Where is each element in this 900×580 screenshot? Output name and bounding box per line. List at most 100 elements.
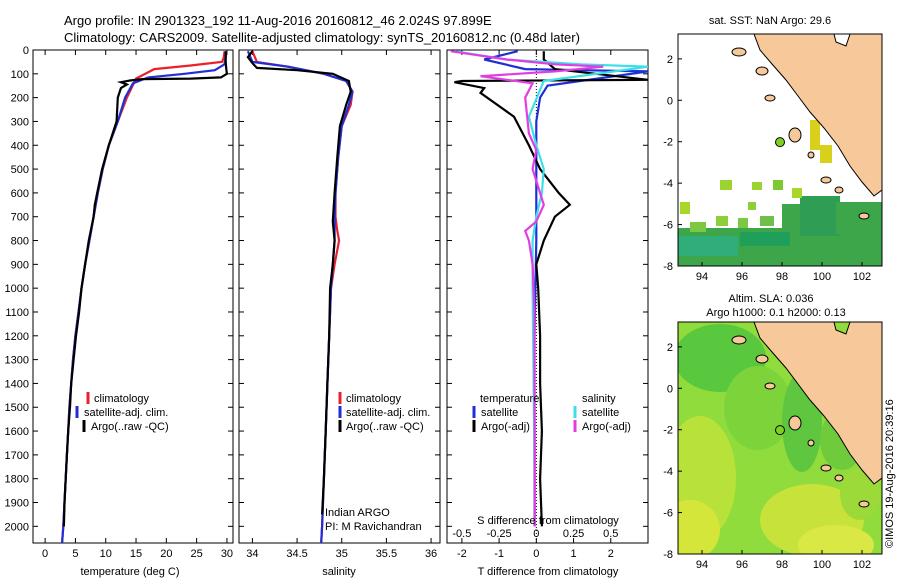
depth-tick-label: 0 <box>23 45 29 57</box>
map-longitude-label: 100 <box>813 271 831 283</box>
salinity-diff-tick-label: 0 <box>533 528 539 540</box>
imos-credit: ©IMOS 19-Aug-2016 20:39:16 <box>884 399 896 548</box>
sst-pixels <box>678 60 882 266</box>
sst-map-title: sat. SST: NaN Argo: 29.6 <box>709 15 831 27</box>
salinity-difference-axis-label: S difference from climatology <box>477 515 619 527</box>
sst-map-panel: sat. SST: NaN Argo: 29.6 <box>663 15 883 283</box>
salinity-axis-label: salinity <box>322 566 356 578</box>
series-line-argo-raw-qc <box>62 51 229 527</box>
x-tick-label: 2 <box>608 548 614 560</box>
x-tick-label: -1 <box>494 548 504 560</box>
temperature-series <box>61 51 229 543</box>
temperature-panel: 0100200300400500600700800900100011001200… <box>5 45 234 578</box>
island-group <box>731 335 870 508</box>
salinity-series <box>246 50 354 543</box>
sumatra-land <box>753 322 882 485</box>
series-line-argo-adj-salinity <box>450 50 604 527</box>
depth-tick-label: 100 <box>11 69 29 81</box>
x-tick-label: 0 <box>42 548 48 560</box>
difference-panel: -2 -1 0 1 2 S difference from climatology -0… <box>446 49 649 578</box>
series-line-satellite-salinity <box>454 50 648 527</box>
x-tick-label: 35.5 <box>376 548 397 560</box>
map-latitude-label: 0 <box>667 383 673 395</box>
depth-tick-label: 600 <box>11 188 29 200</box>
map-longitude-label: 94 <box>696 559 708 571</box>
x-tick-label: 10 <box>100 548 112 560</box>
series-line-climatology <box>251 50 354 543</box>
series-line-satellite-temperature <box>483 50 648 527</box>
salinity-difference-ticks: -0.5 -0.25 0 0.25 0.5 <box>452 528 618 540</box>
salinity-diff-tick-label: 0.5 <box>603 528 618 540</box>
x-tick-label: 25 <box>191 548 203 560</box>
legend-label-argo: Argo(..raw -QC) <box>91 421 169 433</box>
sst-map-ticks: 94 96 98 100 102 2 0 -2 -4 -6 -8 <box>663 54 871 283</box>
series-line-satellite-adj-clim <box>61 51 228 543</box>
legend-label-climatology: climatology <box>94 393 150 405</box>
argo-float-marker <box>775 137 785 148</box>
legend-label-temp-satellite: satellite <box>481 407 518 419</box>
depth-tick-label: 400 <box>11 140 29 152</box>
annotation-pi: PI: M Ravichandran <box>325 521 422 533</box>
salinity-axis-ticks: 34 34.5 35 35.5 36 <box>246 50 437 560</box>
map-latitude-label: -8 <box>663 549 673 561</box>
depth-tick-label: 1900 <box>5 498 29 510</box>
depth-tick-label: 1600 <box>5 426 29 438</box>
map-longitude-label: 94 <box>696 271 708 283</box>
depth-tick-label: 1400 <box>5 378 29 390</box>
sst-map-frame <box>677 33 883 267</box>
map-latitude-label: -4 <box>663 466 673 478</box>
depth-tick-label: 1200 <box>5 331 29 343</box>
map-longitude-label: 100 <box>813 559 831 571</box>
depth-tick-label: 900 <box>11 259 29 271</box>
temperature-difference-axis-label: T difference from climatology <box>478 566 619 578</box>
legend-label-satellite: satellite-adj. clim. <box>346 407 430 419</box>
sla-map-title: Altim. SLA: 0.036 <box>729 293 814 305</box>
difference-axis-ticks: -2 -1 0 1 2 <box>457 50 614 560</box>
difference-legend: temperature satellite Argo(-adj) salinit… <box>472 393 631 433</box>
salinity-legend: climatology satellite-adj. clim. Argo(..… <box>338 392 430 433</box>
map-latitude-label: -6 <box>663 508 673 520</box>
sumatra-land <box>753 34 882 197</box>
header-title-line2: Climatology: CARS2009. Satellite-adjuste… <box>64 30 580 45</box>
legend-group-salinity: salinity <box>582 393 616 405</box>
x-tick-label: 34 <box>246 548 258 560</box>
salinity-diff-tick-label: -0.25 <box>487 528 512 540</box>
difference-depth-ticks <box>447 49 648 527</box>
depth-tick-label: 300 <box>11 116 29 128</box>
difference-plot-frame <box>446 49 649 544</box>
map-latitude-label: 2 <box>667 54 673 66</box>
x-tick-label: 36 <box>425 548 437 560</box>
land-gap <box>833 322 851 335</box>
map-longitude-label: 102 <box>853 271 871 283</box>
depth-tick-label: 1100 <box>5 307 29 319</box>
series-line-climatology <box>61 51 226 543</box>
depth-tick-label: 1000 <box>5 283 29 295</box>
map-latitude-label: 0 <box>667 95 673 107</box>
x-tick-label: 30 <box>221 548 233 560</box>
depth-tick-label: 700 <box>11 212 29 224</box>
legend-label-climatology: climatology <box>346 393 402 405</box>
annotation-program: Indian ARGO <box>325 507 390 519</box>
depth-tick-label: 2000 <box>5 521 29 533</box>
map-latitude-label: -2 <box>663 425 673 437</box>
x-tick-label: -2 <box>457 548 467 560</box>
x-tick-label: 5 <box>72 548 78 560</box>
island-group <box>731 47 870 220</box>
salinity-plot-frame <box>238 49 441 544</box>
temperature-axis-label: temperature (deg C) <box>80 566 179 578</box>
legend-group-temperature: temperature <box>480 393 539 405</box>
map-latitude-label: 2 <box>667 342 673 354</box>
depth-axis-ticks: 0 100 200 300 400 500 600 700 800 900 1000 1100 1200… <box>5 45 233 533</box>
depth-tick-label: 1300 <box>5 355 29 367</box>
temperature-axis-ticks: 0 5 10 15 20 25 30 <box>42 50 233 560</box>
x-tick-label: 35 <box>336 548 348 560</box>
salinity-depth-ticks <box>239 49 440 527</box>
map-longitude-label: 96 <box>736 271 748 283</box>
header-title-line1: Argo profile: IN 2901323_192 11-Aug-2016… <box>64 13 492 28</box>
depth-tick-label: 1800 <box>5 474 29 486</box>
legend-label-sal-argo: Argo(-adj) <box>582 421 631 433</box>
sla-map-subtitle: Argo h1000: 0.1 h2000: 0.13 <box>706 307 845 319</box>
series-line-argo-adj-temperature <box>454 51 648 527</box>
x-tick-label: 1 <box>570 548 576 560</box>
map-latitude-label: -8 <box>663 261 673 273</box>
